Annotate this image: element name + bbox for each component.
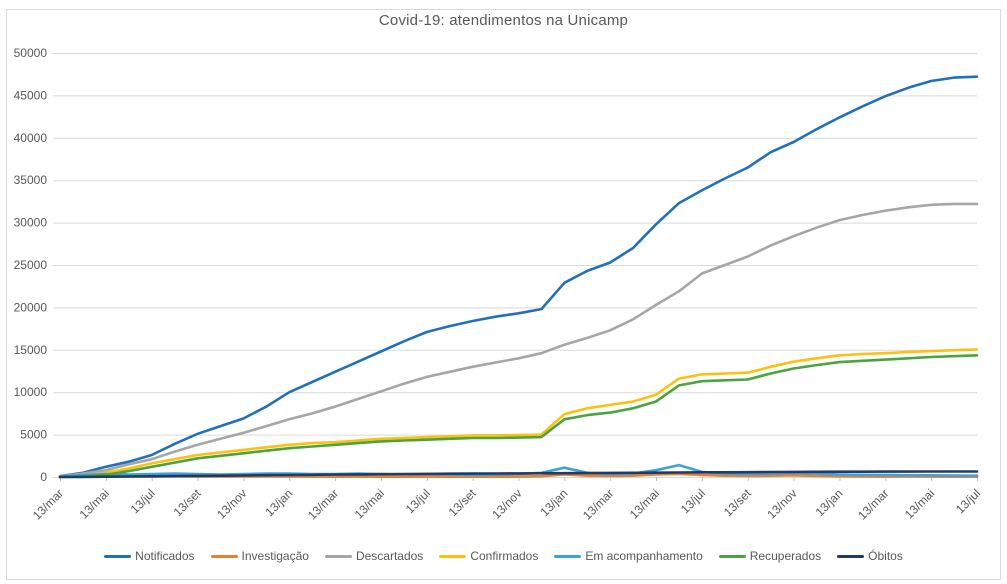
- y-tick-label: 25000: [14, 258, 48, 272]
- x-tick-label: 13/jul: [678, 486, 708, 516]
- y-tick-label: 0: [40, 470, 47, 484]
- legend-label: Em acompanhamento: [585, 549, 703, 563]
- x-tick-label: 13/mar: [305, 486, 341, 522]
- y-tick-label: 50000: [14, 46, 48, 60]
- x-tick-label: 13/jul: [403, 486, 433, 516]
- x-tick-label: 13/nov: [489, 486, 524, 521]
- legend-label: Descartados: [355, 549, 424, 563]
- legend-swatch-descartados: [324, 554, 352, 558]
- x-tick-label: 13/mai: [352, 486, 387, 521]
- x-tick-label: 13/mai: [902, 486, 937, 521]
- legend: Notificados Investigação Descartados Confir…: [0, 549, 1007, 563]
- legend-swatch-obitos: [837, 554, 865, 558]
- chart-title: Covid-19: atendimentos na Unicamp: [378, 12, 629, 29]
- legend-swatch-investigacao: [210, 554, 238, 558]
- y-tick-label: 15000: [14, 343, 48, 357]
- legend-swatch-notificados: [104, 554, 132, 558]
- y-tick-label: 20000: [14, 300, 48, 314]
- legend-swatch-confirmados: [439, 554, 467, 558]
- y-tick-label: 45000: [14, 88, 48, 102]
- legend-swatch-recuperados: [718, 554, 746, 558]
- y-tick-label: 30000: [14, 216, 48, 230]
- legend-label: Notificados: [135, 549, 195, 563]
- x-tick-label: 13/jan: [262, 486, 295, 519]
- x-tick-label: 13/mar: [855, 486, 891, 522]
- legend-label: Confirmados: [470, 549, 539, 563]
- x-tick-label: 13/set: [171, 486, 204, 519]
- series-line-confirmados: [58, 348, 979, 479]
- x-tick-label: 13/mar: [30, 486, 66, 522]
- chart-frame: [6, 9, 1001, 580]
- y-tick-label: 5000: [20, 428, 47, 442]
- x-tick-label: 13/nov: [764, 486, 799, 521]
- y-tick-label: 40000: [14, 131, 48, 145]
- legend-label: Óbitos: [868, 549, 903, 563]
- x-tick-label: 13/jul: [953, 486, 983, 516]
- legend-swatch-em-acompanhamento: [554, 554, 582, 558]
- legend-item-descartados: Descartados: [324, 549, 424, 563]
- x-axis-labels: 13/mar 13/mai 13/jul 13/set 13/nov 13/jan 13/m…: [30, 486, 983, 523]
- x-tick-label: 13/jan: [813, 486, 846, 519]
- legend-item-recuperados: Recuperados: [718, 549, 822, 563]
- legend-item-notificados: Notificados: [104, 549, 195, 563]
- series-line-notificados: [58, 75, 979, 478]
- y-axis-labels: 0 5000 10000 15000 20000 25000 30000 35000 40000…: [14, 46, 48, 484]
- x-tick-label: 13/mai: [77, 486, 112, 521]
- x-tick-label: 13/mai: [627, 486, 662, 521]
- x-tick-label: 13/nov: [214, 486, 249, 521]
- x-tick-label: 13/set: [721, 486, 754, 519]
- y-tick-label: 10000: [14, 385, 48, 399]
- x-tick-label: 13/jan: [537, 486, 570, 519]
- series-line-obitos: [58, 470, 979, 479]
- legend-item-em-acompanhamento: Em acompanhamento: [554, 549, 703, 563]
- x-tick-label: 13/jul: [128, 486, 158, 516]
- legend-item-confirmados: Confirmados: [439, 549, 538, 563]
- series-line-descartados: [58, 202, 979, 478]
- legend-item-obitos: Óbitos: [837, 549, 903, 563]
- x-tick-label: 13/mar: [580, 486, 616, 522]
- y-tick-label: 35000: [14, 173, 48, 187]
- legend-label: Recuperados: [749, 549, 822, 563]
- x-tick-label: 13/set: [446, 486, 479, 519]
- series-line-recuperados: [58, 353, 979, 479]
- legend-item-investigacao: Investigação: [210, 549, 309, 563]
- legend-label: Investigação: [241, 549, 309, 563]
- gridlines: [53, 53, 977, 478]
